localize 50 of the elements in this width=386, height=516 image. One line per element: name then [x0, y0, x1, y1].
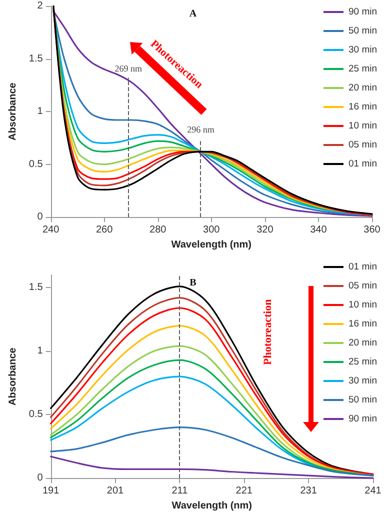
- annotation: Photoreaction: [262, 299, 274, 365]
- x-tick-label: 260: [96, 224, 114, 236]
- y-tick-label: 1.5: [28, 282, 44, 294]
- y-tick-label: 0: [37, 212, 44, 223]
- x-tick-label: 360: [364, 224, 381, 236]
- y-tick-label: 1.5: [28, 53, 44, 64]
- x-tick-label: 211: [172, 486, 188, 497]
- legend-label: 01 min: [348, 262, 377, 272]
- legend-label: 05 min: [348, 280, 377, 292]
- x-tick-label: 241: [364, 486, 382, 497]
- chart-title: A: [189, 8, 198, 20]
- ref-line-label: 269 nm: [114, 63, 142, 74]
- legend-label: 10 min: [348, 300, 377, 310]
- legend-label: 20 min: [348, 82, 377, 94]
- y-axis-title: Absorbance: [8, 82, 18, 140]
- legend-label: 01 min: [348, 158, 377, 170]
- legend-label: 25 min: [348, 356, 377, 368]
- ref-line-label: 296 nm: [187, 124, 214, 134]
- y-tick-label: 2: [37, 0, 44, 12]
- legend-label: 05 min: [348, 140, 377, 150]
- y-tick-label: 0: [37, 472, 44, 484]
- x-axis-title: Wavelength (nm): [172, 500, 252, 512]
- legend-label: 25 min: [348, 64, 377, 74]
- x-tick-label: 300: [203, 224, 220, 236]
- legend-label: 50 min: [348, 394, 377, 406]
- legend-label: 16 min: [348, 102, 377, 112]
- line-series: [50, 426, 374, 476]
- legend-label: 30 min: [348, 376, 377, 386]
- legend-label: 50 min: [348, 26, 377, 36]
- legend-label: 20 min: [348, 338, 377, 348]
- y-tick-label: 1: [37, 106, 44, 118]
- x-tick-label: 201: [106, 486, 124, 497]
- x-axis-title: Wavelength (nm): [171, 240, 252, 250]
- x-tick-label: 320: [256, 224, 274, 236]
- x-tick-label: 240: [42, 224, 60, 236]
- legend-label: 16 min: [348, 318, 377, 330]
- x-tick-label: 221: [236, 486, 253, 497]
- legend-label: 90 min: [348, 414, 377, 424]
- x-tick-label: 280: [150, 224, 167, 236]
- legend-label: 90 min: [348, 6, 377, 18]
- y-axis-title: Absorbance: [8, 347, 18, 406]
- legend-label: 30 min: [348, 44, 377, 56]
- x-tick-label: 340: [310, 224, 328, 236]
- y-tick-label: 0.5: [28, 158, 44, 170]
- y-tick-label: 1: [37, 346, 44, 357]
- y-tick-label: 0.5: [28, 409, 44, 420]
- chart-title: B: [190, 278, 197, 288]
- x-tick-label: 231: [300, 486, 318, 497]
- legend-label: 10 min: [348, 120, 377, 132]
- x-tick-label: 191: [42, 486, 60, 497]
